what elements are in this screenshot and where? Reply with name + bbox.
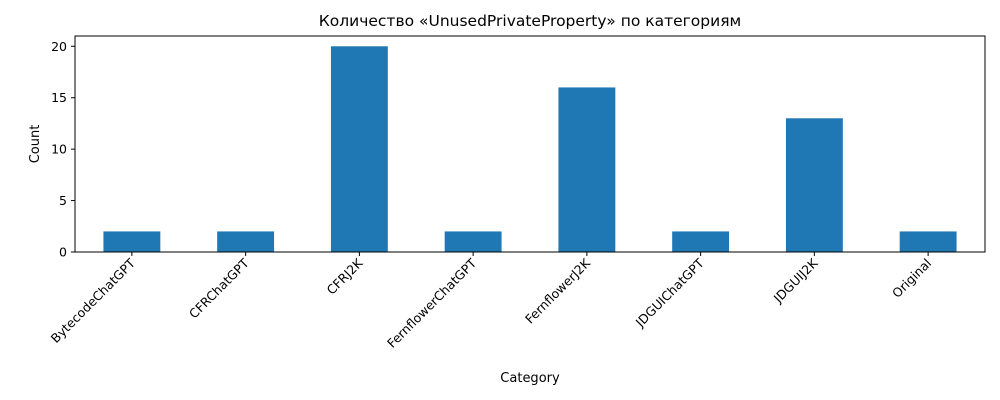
y-tick-label: 10 [51, 142, 67, 157]
bar-BytecodeChatGPT [103, 231, 161, 252]
bars-group [103, 46, 957, 253]
bar-FernflowerChatGPT [444, 231, 502, 252]
bar-CFRChatGPT [217, 231, 275, 252]
chart-title: Количество «UnusedPrivateProperty» по ка… [319, 12, 741, 30]
y-tick-label: 0 [59, 245, 67, 260]
x-axis-title: Category [500, 371, 560, 386]
y-tick-label: 15 [51, 90, 67, 105]
y-tick-label: 5 [59, 193, 67, 208]
bar-JDGUIChatGPT [672, 231, 730, 252]
bar-FernflowerJ2K [558, 87, 616, 253]
bar-CFRJ2K [330, 46, 388, 252]
y-axis-title: Count [28, 125, 43, 164]
bar-JDGUIJ2K [785, 118, 843, 252]
plot-frame [74, 35, 986, 253]
y-tick-label: 20 [51, 39, 67, 54]
bar-Original [899, 231, 957, 252]
y-axis: 0 5 10 15 20 [51, 39, 75, 260]
